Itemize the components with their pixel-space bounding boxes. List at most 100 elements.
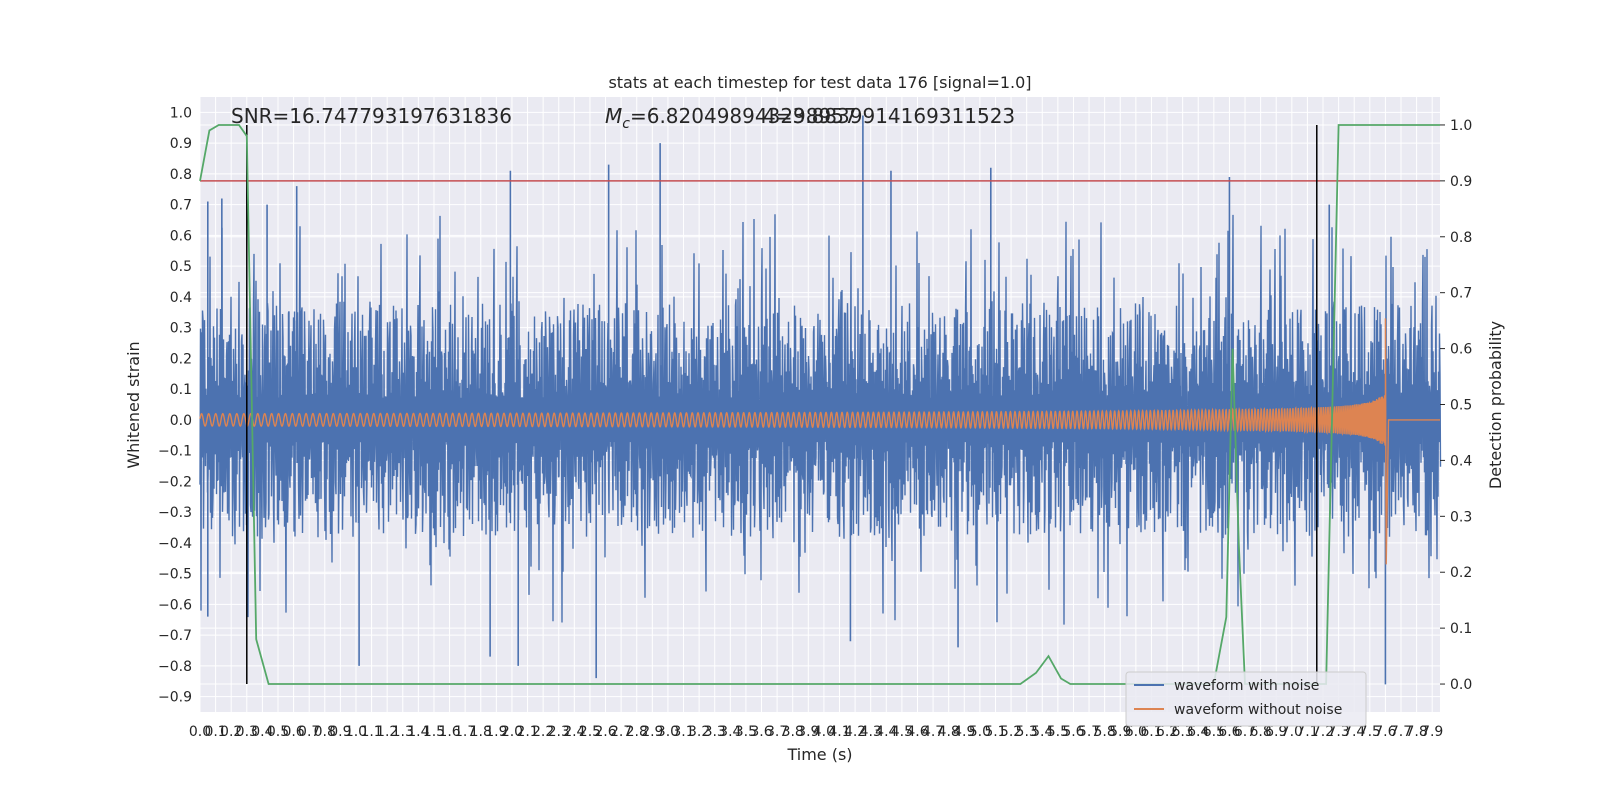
- y-tick-label-10: 0.1: [170, 382, 192, 398]
- x-tick-label-35: 3.5: [735, 724, 757, 740]
- snr-annotation: SNR=16.747793197631836: [231, 104, 512, 128]
- x-tick-label-54: 5.4: [1031, 724, 1053, 740]
- x-tick-label-22: 2.2: [532, 724, 554, 740]
- y-right-tick-label-6: 0.6: [1450, 342, 1472, 358]
- x-tick-label-58: 5.8: [1094, 724, 1116, 740]
- y-tick-label-15: 0.6: [170, 228, 192, 244]
- y-tick-label-1: −0.8: [158, 659, 192, 675]
- y-right-tick-label-0: 0.0: [1450, 677, 1472, 693]
- x-tick-label-39: 3.9: [797, 724, 819, 740]
- x-tick-label-76: 7.6: [1374, 724, 1396, 740]
- x-tick-label-43: 4.3: [860, 724, 882, 740]
- x-tick-label-24: 2.4: [563, 724, 585, 740]
- x-tick-label-77: 7.7: [1390, 724, 1412, 740]
- x-axis-ticks: 0.00.10.20.30.40.50.60.70.80.91.01.11.21…: [189, 724, 1443, 740]
- y-tick-label-11: 0.2: [170, 351, 192, 367]
- x-tick-label-25: 2.5: [579, 724, 601, 740]
- x-tick-label-36: 3.6: [750, 724, 772, 740]
- x-tick-label-13: 1.3: [392, 724, 414, 740]
- y-axis-label: Whitened strain: [124, 341, 143, 468]
- x-tick-label-47: 4.7: [922, 724, 944, 740]
- x-tick-label-38: 3.8: [782, 724, 804, 740]
- x-tick-label-70: 7.0: [1281, 724, 1303, 740]
- y-right-tick-label-2: 0.2: [1450, 565, 1472, 581]
- x-tick-label-10: 1.0: [345, 724, 367, 740]
- x-tick-label-27: 2.7: [610, 724, 632, 740]
- x-tick-label-57: 5.7: [1078, 724, 1100, 740]
- legend-box: [1125, 671, 1367, 727]
- y-right-tick-label-8: 0.8: [1450, 230, 1472, 246]
- y-tick-label-2: −0.7: [158, 628, 192, 644]
- x-tick-label-8: 0.8: [314, 724, 336, 740]
- x-tick-label-4: 0.4: [251, 724, 273, 740]
- x-tick-label-66: 6.6: [1218, 724, 1240, 740]
- y-axis-right-ticks: 0.0 0.1 0.2 0.3 0.4 0.5 0.6 0.7 0.8 0.9 1.0: [1440, 118, 1472, 693]
- legend: waveform with noise waveform without noi…: [1125, 671, 1367, 727]
- legend-label-clean: waveform without noise: [1174, 702, 1342, 718]
- y-tick-label-8: −0.1: [158, 444, 192, 460]
- y-axis-left-ticks: −0.9 −0.8 −0.7 −0.6 −0.5 −0.4 −0.3 −0.2 −0.1 0.0 0…: [158, 105, 192, 705]
- x-tick-label-79: 7.9: [1421, 724, 1443, 740]
- y-tick-label-7: −0.2: [158, 474, 192, 490]
- y-tick-label-3: −0.6: [158, 597, 192, 613]
- x-tick-label-60: 6.0: [1125, 724, 1147, 740]
- x-tick-label-7: 0.7: [298, 724, 320, 740]
- reference-lines: [200, 124, 1440, 685]
- x-tick-label-12: 1.2: [376, 724, 398, 740]
- y-axis-right-label: Detection probability: [1486, 321, 1505, 489]
- y-right-tick-label-9: 0.9: [1450, 174, 1472, 190]
- chart-title: stats at each timestep for test data 176…: [608, 73, 1031, 92]
- x-tick-label-56: 5.6: [1062, 724, 1084, 740]
- x-tick-label-48: 4.8: [938, 724, 960, 740]
- x-tick-label-2: 0.2: [220, 724, 242, 740]
- y-tick-label-0: −0.9: [158, 690, 192, 706]
- x-tick-label-51: 5.1: [984, 724, 1006, 740]
- x-tick-label-44: 4.4: [875, 724, 897, 740]
- x-tick-label-74: 7.4: [1343, 724, 1365, 740]
- y-right-tick-label-1: 0.1: [1450, 621, 1472, 637]
- x-tick-label-19: 1.9: [485, 724, 507, 740]
- y-right-tick-label-3: 0.3: [1450, 509, 1472, 525]
- x-tick-label-20: 2.0: [501, 724, 523, 740]
- x-tick-label-71: 7.1: [1296, 724, 1318, 740]
- x-tick-label-18: 1.8: [470, 724, 492, 740]
- x-tick-label-28: 2.8: [626, 724, 648, 740]
- x-tick-label-64: 6.4: [1187, 724, 1209, 740]
- x-tick-label-29: 2.9: [641, 724, 663, 740]
- y-tick-label-9: 0.0: [170, 413, 192, 429]
- x-tick-label-31: 3.1: [672, 724, 694, 740]
- x-tick-label-59: 5.9: [1109, 724, 1131, 740]
- x-tick-label-78: 7.8: [1405, 724, 1427, 740]
- y-tick-label-18: 0.9: [170, 136, 192, 152]
- x-tick-label-0: 0.0: [189, 724, 211, 740]
- x-tick-label-34: 3.4: [719, 724, 741, 740]
- x-tick-label-50: 5.0: [969, 724, 991, 740]
- x-tick-label-52: 5.2: [1000, 724, 1022, 740]
- x-tick-label-5: 0.5: [267, 724, 289, 740]
- x-tick-label-45: 4.5: [891, 724, 913, 740]
- x-tick-label-17: 1.7: [454, 724, 476, 740]
- y-tick-label-14: 0.5: [170, 259, 192, 275]
- clean-trace: [199, 318, 1440, 565]
- x-tick-label-6: 0.6: [282, 724, 304, 740]
- x-tick-label-23: 2.3: [548, 724, 570, 740]
- x-tick-label-61: 6.1: [1140, 724, 1162, 740]
- x-tick-label-14: 1.4: [407, 724, 429, 740]
- x-tick-label-26: 2.6: [594, 724, 616, 740]
- x-tick-label-33: 3.3: [704, 724, 726, 740]
- y-tick-label-16: 0.7: [170, 198, 192, 214]
- y-right-tick-label-7: 0.7: [1450, 286, 1472, 302]
- x-tick-label-67: 6.7: [1234, 724, 1256, 740]
- x-tick-label-21: 2.1: [516, 724, 538, 740]
- x-tick-label-55: 5.5: [1047, 724, 1069, 740]
- y-right-tick-label-5: 0.5: [1450, 398, 1472, 414]
- x-tick-label-30: 3.0: [657, 724, 679, 740]
- x-tick-label-1: 0.1: [204, 724, 226, 740]
- x-tick-label-37: 3.7: [766, 724, 788, 740]
- y-tick-label-17: 0.8: [170, 167, 192, 183]
- x-tick-label-69: 6.9: [1265, 724, 1287, 740]
- y-right-tick-label-4: 0.4: [1450, 453, 1472, 469]
- y-tick-label-19: 1.0: [170, 105, 192, 121]
- x-tick-label-73: 7.3: [1327, 724, 1349, 740]
